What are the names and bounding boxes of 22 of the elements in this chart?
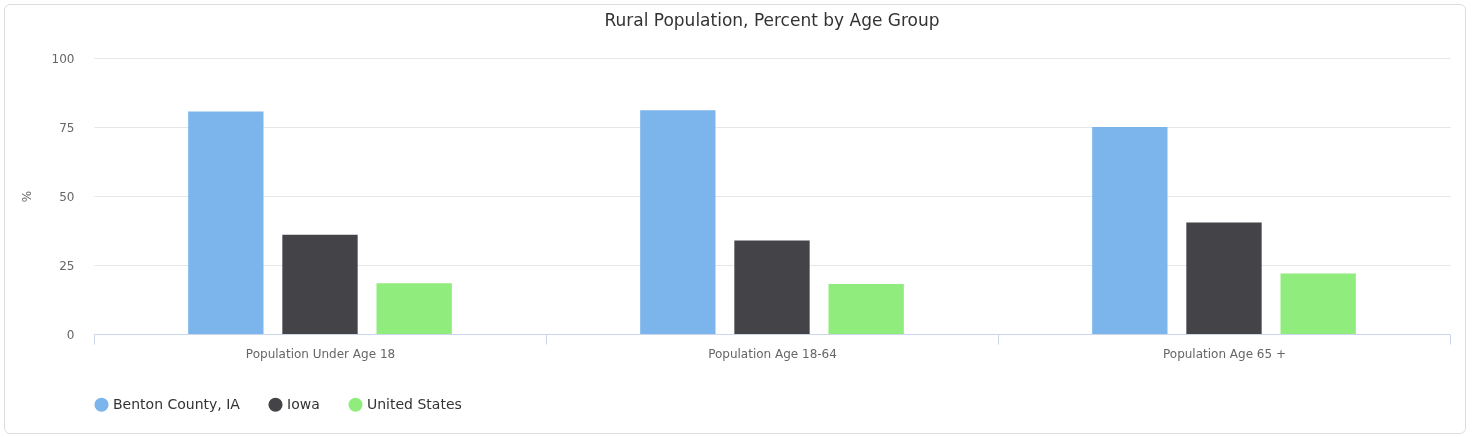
y-tick-label: 0 <box>66 327 75 342</box>
legend-label: United States <box>367 395 462 412</box>
y-axis-title: % <box>19 190 34 203</box>
x-tick-label: Population Under Age 18 <box>245 346 396 361</box>
bar <box>376 283 452 334</box>
bar <box>1092 127 1168 334</box>
y-tick-label: 25 <box>59 258 75 273</box>
legend-label: Benton County, IA <box>113 395 241 412</box>
x-tick-label: Population Age 18-64 <box>708 346 837 361</box>
y-tick-label: 100 <box>51 51 75 66</box>
bar <box>282 234 358 334</box>
bar <box>188 111 264 334</box>
x-tick-label: Population Age 65 + <box>1162 346 1287 361</box>
bar <box>640 110 716 334</box>
y-tick-label: 50 <box>59 189 75 204</box>
bar <box>734 240 810 334</box>
bar <box>828 284 904 334</box>
legend-label: Iowa <box>287 395 320 412</box>
bar <box>1280 273 1356 334</box>
bar <box>1186 222 1262 334</box>
y-tick-label: 75 <box>59 120 75 135</box>
chart-title: Rural Population, Percent by Age Group <box>604 10 940 30</box>
